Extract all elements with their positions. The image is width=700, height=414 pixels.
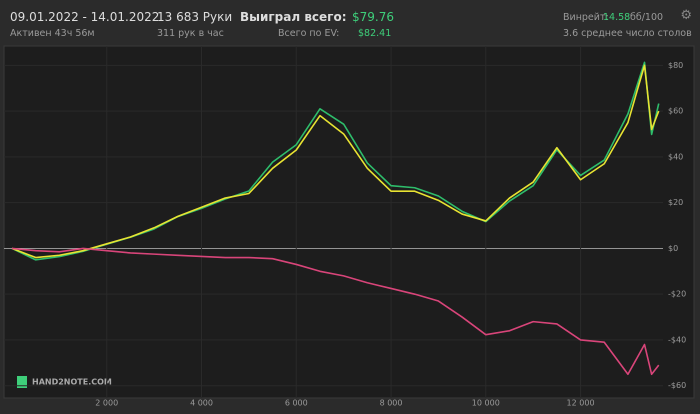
tables: 3.6 среднее число столов (563, 28, 692, 39)
x-tick-label: 12 000 (567, 399, 595, 408)
x-tick-label: 6 000 (285, 399, 308, 408)
y-tick-label: $60 (668, 107, 683, 116)
period: 09.01.2022 - 14.01.2022 (10, 10, 160, 24)
y-tick-label: $0 (668, 244, 678, 253)
won-value: $79.76 (352, 10, 394, 24)
hands: 13 683 Руки (157, 10, 233, 24)
series-line (11, 247, 660, 376)
ev-value: $82.41 (358, 28, 392, 39)
ev-label: Всего по EV: (278, 28, 340, 39)
settings-icon[interactable]: ⚙ (680, 8, 692, 23)
hands-per-hour: 311 рук в час (157, 28, 224, 39)
x-tick-label: 2 000 (95, 399, 118, 408)
y-tick-label: -$40 (668, 335, 686, 344)
x-tick-label: 8 000 (380, 399, 403, 408)
y-tick-label: $40 (668, 152, 683, 161)
series-line (11, 64, 660, 259)
active: Активен 43ч 56м (10, 28, 95, 39)
plot-area (3, 45, 695, 399)
x-tick-label: 10 000 (472, 399, 500, 408)
logo (17, 376, 27, 388)
y-tick-label: -$20 (668, 290, 686, 299)
y-tick-label: -$60 (668, 381, 686, 390)
x-tick-label: 4 000 (190, 399, 213, 408)
y-tick-label: $20 (668, 198, 683, 207)
won-label: Выиграл всего: (240, 10, 347, 24)
winrate-unit: бб/100 (630, 12, 664, 23)
winrate-label: Винрейт: (563, 12, 609, 23)
y-tick-label: $80 (668, 61, 683, 70)
winrate-value: 14.58 (603, 12, 631, 23)
watermark: HAND2NOTE.COM (32, 378, 112, 387)
